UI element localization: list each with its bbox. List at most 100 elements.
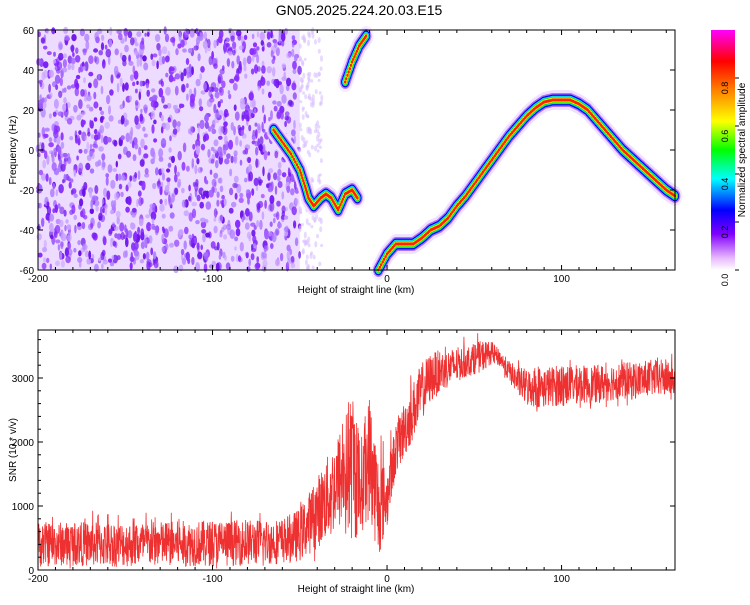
ridge-point [279, 138, 283, 142]
noise-blob [294, 237, 299, 247]
noise-blob [262, 144, 266, 153]
noise-blob [251, 33, 255, 40]
noise-blob [314, 89, 318, 95]
noise-blob [113, 65, 119, 76]
noise-blob [174, 104, 179, 115]
noise-blob [228, 139, 234, 150]
snr-y-ticks: 0 1000 2000 3000 [12, 339, 675, 577]
noise-blob [200, 221, 207, 229]
noise-blob [191, 257, 195, 265]
ridge-point [292, 157, 296, 161]
noise-blob [268, 117, 271, 122]
noise-blob [125, 206, 130, 213]
noise-blob [184, 226, 189, 235]
noise-blob [317, 48, 321, 54]
noise-blob [247, 156, 252, 164]
noise-blob [164, 243, 169, 251]
ridge-point [503, 140, 506, 144]
noise-blob [291, 35, 296, 41]
noise-blob [118, 173, 122, 181]
ridge-point [468, 188, 472, 192]
noise-blob [199, 73, 203, 81]
noise-blob [224, 255, 227, 261]
noise-blob [208, 56, 213, 66]
noise-blob [291, 42, 295, 48]
noise-blob [317, 37, 321, 44]
noise-blob [115, 173, 119, 182]
snr-x-label: Height of straight line (km) [298, 584, 415, 595]
noise-blob [234, 74, 240, 83]
noise-blob [234, 111, 240, 121]
noise-blob [211, 124, 215, 130]
noise-blob [143, 106, 148, 114]
noise-blob [258, 144, 263, 152]
noise-blob [194, 182, 199, 192]
noise-blob [142, 55, 147, 62]
noise-blob [192, 242, 195, 249]
noise-blob [125, 237, 129, 248]
ridge-point [272, 128, 275, 132]
noise-blob [218, 35, 223, 44]
noise-blob [53, 148, 57, 153]
noise-blob [182, 142, 187, 153]
ridge-point [454, 206, 457, 210]
noise-blob [101, 34, 105, 41]
noise-blob [204, 121, 209, 129]
noise-blob [271, 58, 275, 64]
noise-blob [200, 66, 205, 73]
noise-blob [161, 226, 165, 232]
noise-blob [59, 77, 63, 87]
noise-blob [158, 148, 164, 158]
noise-blob [221, 80, 226, 89]
noise-blob [62, 179, 65, 184]
noise-blob [143, 145, 148, 151]
ridge-point [486, 164, 489, 168]
noise-blob [100, 85, 104, 95]
noise-blob [93, 48, 99, 53]
noise-blob [256, 219, 259, 228]
noise-blob [41, 262, 47, 270]
noise-blob [319, 100, 323, 106]
colorbar-tick-label: 0.2 [720, 226, 730, 239]
noise-blob [229, 168, 233, 177]
noise-blob [196, 242, 200, 250]
noise-blob [145, 251, 150, 261]
snr-panel: -200 -100 0 100 0 1000 2000 3000 Height of str… [8, 329, 676, 595]
noise-blob [244, 147, 249, 155]
noise-blob [104, 204, 108, 210]
noise-blob [193, 87, 197, 98]
noise-blob [89, 168, 95, 174]
noise-blob [179, 103, 182, 110]
noise-blob [228, 50, 233, 56]
noise-blob [177, 178, 182, 188]
ridge-point [297, 165, 300, 169]
ridge-point [464, 194, 467, 198]
noise-blob [310, 144, 314, 150]
ridge-point [295, 163, 299, 167]
noise-blob [53, 98, 59, 109]
noise-blob [276, 175, 281, 182]
ridge-point [285, 146, 288, 150]
noise-blob [199, 106, 204, 112]
noise-blob [49, 263, 52, 270]
noise-blob [98, 257, 102, 262]
noise-blob [153, 119, 157, 125]
noise-blob [146, 31, 150, 37]
noise-blob [286, 77, 292, 87]
noise-blob [259, 31, 265, 41]
noise-blob [139, 159, 145, 167]
noise-blob [110, 237, 114, 243]
noise-blob [110, 179, 116, 189]
spectrogram-x-label: Height of straight line (km) [298, 285, 415, 296]
noise-blob [78, 149, 83, 154]
noise-blob [74, 224, 77, 234]
y-tick-label: 60 [23, 26, 35, 37]
ridge-point [355, 49, 358, 53]
noise-blob [73, 169, 77, 177]
noise-blob [260, 193, 265, 199]
noise-blob [231, 60, 235, 69]
noise-blob [256, 66, 261, 72]
noise-blob [302, 136, 306, 144]
noise-blob [46, 51, 52, 56]
noise-blob [266, 42, 272, 48]
